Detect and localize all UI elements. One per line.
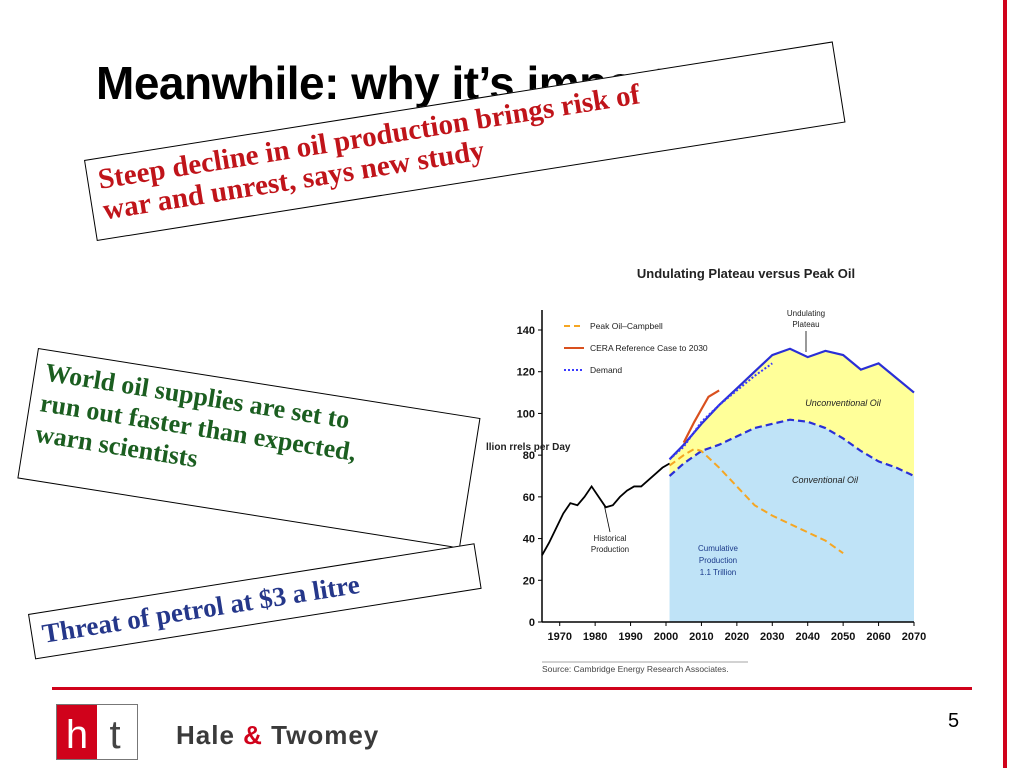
headline-petrol: Threat of petrol at $3 a litre bbox=[28, 543, 482, 660]
series-campbell-line bbox=[668, 447, 844, 554]
annotation-cumulative-line1: Cumulative bbox=[698, 544, 739, 553]
chart-source: Source: Cambridge Energy Research Associ… bbox=[542, 664, 729, 674]
x-tick-label: 2040 bbox=[795, 631, 819, 643]
y-tick-label: 0 bbox=[529, 617, 535, 629]
x-tick-label: 2000 bbox=[654, 631, 678, 643]
annotation-plateau-line2: Plateau bbox=[792, 320, 819, 329]
oil-chart: Undulating Plateau versus Peak Oil 0 20 40… bbox=[486, 260, 938, 684]
brand-right: Twomey bbox=[271, 720, 380, 750]
chart-ylabel-text: llion rrels per Day bbox=[486, 442, 571, 453]
headline-supplies: World oil supplies are set to run out fa… bbox=[17, 348, 481, 549]
x-tick-label: 2070 bbox=[902, 631, 926, 643]
legend-label: CERA Reference Case to 2030 bbox=[590, 343, 708, 353]
conventional-fill bbox=[669, 419, 914, 622]
y-tick-label: 140 bbox=[517, 325, 535, 337]
brand-left: Hale bbox=[176, 720, 235, 750]
oil-chart-svg: Undulating Plateau versus Peak Oil 02040… bbox=[486, 260, 938, 684]
series-demand-line bbox=[668, 362, 773, 461]
x-tick-label: 2060 bbox=[866, 631, 890, 643]
annotation-unconventional: Unconventional Oil bbox=[805, 398, 882, 408]
svg-text:h: h bbox=[66, 713, 88, 757]
page-number: 5 bbox=[948, 710, 960, 732]
right-edge-bar bbox=[1003, 0, 1024, 768]
annotation-historical-pointer bbox=[603, 503, 611, 533]
chart-title: Undulating Plateau versus Peak Oil bbox=[637, 266, 855, 281]
x-tick-label: 1970 bbox=[547, 631, 571, 643]
x-tick-label: 1990 bbox=[618, 631, 642, 643]
x-tick-label: 2050 bbox=[831, 631, 855, 643]
y-tick-label: 100 bbox=[517, 408, 535, 420]
y-tick-label: 40 bbox=[523, 534, 535, 546]
series-conventional-line bbox=[668, 418, 915, 477]
brand-amp: & bbox=[243, 720, 263, 750]
annotation-conventional: Conventional Oil bbox=[792, 475, 859, 485]
annotation-cumulative-line2: Production bbox=[699, 556, 737, 565]
y-tick-label: 120 bbox=[517, 367, 535, 379]
series-total-line bbox=[668, 347, 915, 461]
annotation-cumulative-line3: 1.1 Trillion bbox=[700, 568, 736, 577]
logo-mark-svg: h t bbox=[57, 705, 121, 759]
svg-text:t: t bbox=[109, 713, 120, 757]
annotation-historical-line1: Historical bbox=[594, 534, 627, 543]
series-cera-line bbox=[682, 389, 720, 444]
footer-divider bbox=[52, 687, 972, 690]
x-tick-label: 2020 bbox=[725, 631, 749, 643]
legend-label: Demand bbox=[590, 365, 622, 375]
logo-mark: h t bbox=[56, 704, 138, 760]
y-tick-label: 60 bbox=[523, 492, 535, 504]
x-tick-label: 2010 bbox=[689, 631, 713, 643]
annotation-historical-line2: Production bbox=[591, 545, 629, 554]
y-tick-label: 80 bbox=[523, 450, 535, 462]
x-tick-label: 2030 bbox=[760, 631, 784, 643]
y-tick-label: 20 bbox=[523, 575, 535, 587]
x-tick-label: 1980 bbox=[583, 631, 607, 643]
chart-ylabel: llion rrels per Day bbox=[486, 442, 571, 453]
annotation-plateau-line1: Undulating bbox=[787, 309, 825, 318]
headline-petrol-line1: Threat of petrol at $3 a litre bbox=[39, 568, 362, 649]
legend-label: Peak Oil–Campbell bbox=[590, 321, 663, 331]
logo-wordmark: Hale & Twomey bbox=[176, 720, 379, 751]
series-historical-line bbox=[541, 462, 670, 556]
